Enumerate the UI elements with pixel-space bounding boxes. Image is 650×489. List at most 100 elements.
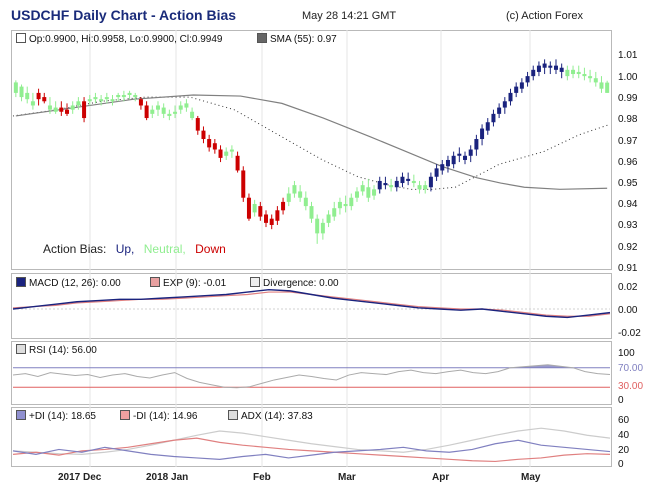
price-bar	[303, 197, 308, 207]
rsi-tick-30: 30.00	[618, 381, 644, 392]
macd-exp-line	[12, 291, 611, 317]
rsi-line	[12, 364, 611, 389]
rsi-legend: RSI (14): 56.00	[16, 344, 97, 356]
exp-swatch	[150, 277, 160, 287]
price-tick: 1.00	[618, 72, 638, 83]
macd-legend: MACD (12, 26): 0.00	[16, 277, 121, 289]
macd-swatch	[16, 277, 26, 287]
price-bar	[502, 101, 507, 108]
price-bar	[144, 105, 149, 119]
price-bar	[53, 107, 58, 112]
copyright-text: (c) Action Forex	[506, 10, 584, 22]
x-tick: May	[521, 472, 541, 483]
price-tick: 0.94	[618, 199, 638, 210]
price-bar	[406, 178, 411, 181]
plus-di-swatch	[16, 410, 26, 420]
price-tick: 0.92	[618, 242, 638, 253]
x-tick: Apr	[432, 472, 450, 483]
price-bar	[65, 109, 70, 114]
x-tick: 2018 Jan	[146, 472, 189, 483]
price-bar	[343, 204, 348, 207]
price-bar	[25, 92, 30, 100]
price-bar	[138, 99, 143, 106]
price-bar	[485, 122, 490, 131]
price-bar	[394, 180, 399, 188]
rsi-tick: 0	[618, 395, 624, 406]
price-bar	[377, 180, 382, 190]
price-tick: 0.91	[618, 263, 638, 274]
price-bar	[525, 76, 530, 83]
chart-title: USDCHF Daily Chart - Action Bias	[11, 7, 237, 23]
price-bar	[536, 65, 541, 72]
rsi-tick: 100	[618, 348, 635, 359]
x-tick: Feb	[253, 472, 271, 483]
price-bar	[184, 103, 189, 108]
adx-tick: 20	[618, 445, 630, 456]
chart-datetime: May 28 14:21 GMT	[302, 10, 397, 22]
price-bar	[519, 82, 524, 89]
rsi-tick-70: 70.00	[618, 363, 644, 374]
price-bar	[127, 92, 132, 95]
price-bar	[565, 69, 570, 77]
price-bar	[298, 191, 303, 198]
price-bar	[582, 74, 587, 77]
price-bar	[349, 197, 354, 207]
divergence-swatch	[250, 277, 260, 287]
price-tick: 0.93	[618, 220, 638, 231]
adx-swatch	[228, 410, 238, 420]
price-bar	[201, 130, 206, 140]
sma-legend: SMA (55): 0.97	[257, 33, 337, 45]
macd-tick: -0.02	[618, 328, 641, 339]
price-bar	[104, 97, 109, 100]
ohlc-swatch	[16, 33, 26, 43]
plus-di-legend: +DI (14): 18.65	[16, 410, 96, 422]
price-bar	[269, 218, 274, 225]
price-bar	[593, 78, 598, 83]
price-bar	[423, 185, 428, 190]
price-bar	[599, 82, 604, 89]
x-tick: Mar	[338, 472, 356, 483]
price-bar	[508, 92, 513, 102]
price-tick: 0.96	[618, 157, 638, 168]
price-bar	[571, 69, 576, 75]
macd-text: MACD (12, 26): 0.00	[29, 278, 121, 289]
price-tick: 0.98	[618, 114, 638, 125]
price-bar	[121, 94, 126, 98]
exp-legend: EXP (9): -0.01	[150, 277, 226, 289]
price-bar	[13, 82, 18, 93]
ohlc-text: Op:0.9900, Hi:0.9958, Lo:0.9900, Cl:0.99…	[29, 34, 223, 45]
price-bar	[82, 101, 87, 119]
price-bar	[559, 67, 564, 72]
price-bar	[309, 206, 314, 219]
price-bar	[116, 94, 121, 98]
price-bar	[87, 99, 92, 102]
price-bar	[155, 105, 160, 110]
price-bar	[286, 193, 291, 202]
price-bar	[451, 155, 456, 165]
price-bar	[292, 185, 297, 194]
price-bar	[497, 107, 502, 114]
divergence-legend: Divergence: 0.00	[250, 277, 339, 289]
price-bar	[173, 111, 178, 114]
price-bar	[246, 197, 251, 219]
minus-di-swatch	[120, 410, 130, 420]
action-bias-legend: Action Bias: Up, Neutral, Down	[43, 242, 226, 256]
price-bar	[553, 65, 558, 70]
price-bar	[428, 176, 433, 188]
price-bar	[281, 201, 286, 211]
bias-up: Up,	[115, 242, 135, 256]
price-bar	[224, 151, 229, 156]
bias-label: Action Bias:	[43, 242, 107, 256]
price-bar	[411, 180, 416, 184]
price-bar	[463, 155, 468, 160]
adx-tick: 40	[618, 430, 630, 441]
price-bar	[326, 214, 331, 223]
price-tick: 1.01	[618, 50, 638, 61]
price-bar	[468, 149, 473, 156]
price-bar	[167, 113, 172, 116]
price-bar	[70, 105, 75, 110]
price-bar	[457, 153, 462, 156]
price-bar	[434, 168, 439, 177]
price-bar	[480, 128, 485, 140]
adx-text: ADX (14): 37.83	[241, 411, 313, 422]
